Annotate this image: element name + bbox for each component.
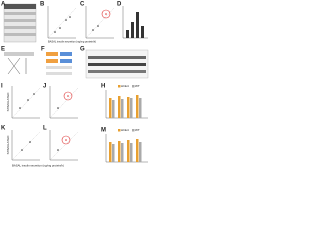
- y-axis-label: STIMULATED: [6, 92, 10, 112]
- panel-l: [49, 130, 79, 161]
- legend-label: WT: [135, 84, 140, 88]
- panel-e: [4, 52, 34, 75]
- panel-letter: H: [101, 84, 105, 90]
- panel-letter: M: [101, 128, 106, 134]
- panel-letter: E: [1, 47, 5, 53]
- panel-letter: A: [1, 2, 6, 8]
- panel-letter: C: [80, 2, 85, 8]
- panel-letter: B: [40, 2, 45, 8]
- panel-c: [85, 6, 115, 39]
- x-axis-label: BASAL insulin secretion (ng/mg protein/h…: [48, 40, 96, 44]
- figure: A B C D E F G H I J K L M BASAL insulin …: [1, 2, 149, 168]
- panel-letter: K: [1, 126, 6, 132]
- panel-letter: F: [41, 47, 45, 53]
- panel-a: [3, 3, 37, 43]
- panel-g: [85, 49, 149, 79]
- panel-d: [122, 6, 148, 39]
- panel-b: [47, 6, 77, 39]
- panel-m: [105, 129, 148, 163]
- panel-letter: G: [80, 47, 85, 53]
- legend-label: WT: [135, 128, 140, 132]
- panel-letter: J: [43, 84, 46, 90]
- panel-letter: L: [43, 126, 47, 132]
- panel-j: [49, 86, 79, 119]
- panel-h: [105, 85, 148, 119]
- panel-letter: D: [117, 2, 122, 8]
- legend-label: ΔInk4: [121, 128, 129, 132]
- panel-k: [11, 130, 41, 161]
- panel-i: [11, 86, 41, 119]
- legend-label: ΔInk4: [121, 84, 129, 88]
- panel-letter: I: [1, 84, 3, 90]
- panel-f: [46, 52, 72, 75]
- x-axis-label: BASAL insulin secretion (ng/mg protein/h…: [12, 164, 64, 168]
- y-axis-label: STIMULATED: [6, 135, 10, 155]
